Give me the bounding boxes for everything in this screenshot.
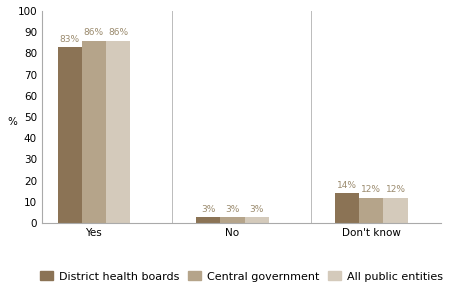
Text: 83%: 83% <box>60 35 80 44</box>
Bar <box>82 41 106 223</box>
Text: 12%: 12% <box>361 185 381 194</box>
Bar <box>359 198 383 223</box>
Bar <box>335 193 359 223</box>
Bar <box>57 47 82 223</box>
Text: 86%: 86% <box>108 29 128 37</box>
Text: 3%: 3% <box>250 204 264 214</box>
Text: 14%: 14% <box>337 181 357 190</box>
Text: 12%: 12% <box>385 185 406 194</box>
Text: 3%: 3% <box>225 204 240 214</box>
Y-axis label: %: % <box>7 117 17 127</box>
Text: 86%: 86% <box>84 29 104 37</box>
Bar <box>383 198 407 223</box>
Bar <box>220 217 245 223</box>
Bar <box>106 41 130 223</box>
Text: 3%: 3% <box>201 204 216 214</box>
Bar <box>245 217 269 223</box>
Legend: District health boards, Central government, All public entities: District health boards, Central governme… <box>35 267 447 286</box>
Bar <box>196 217 220 223</box>
